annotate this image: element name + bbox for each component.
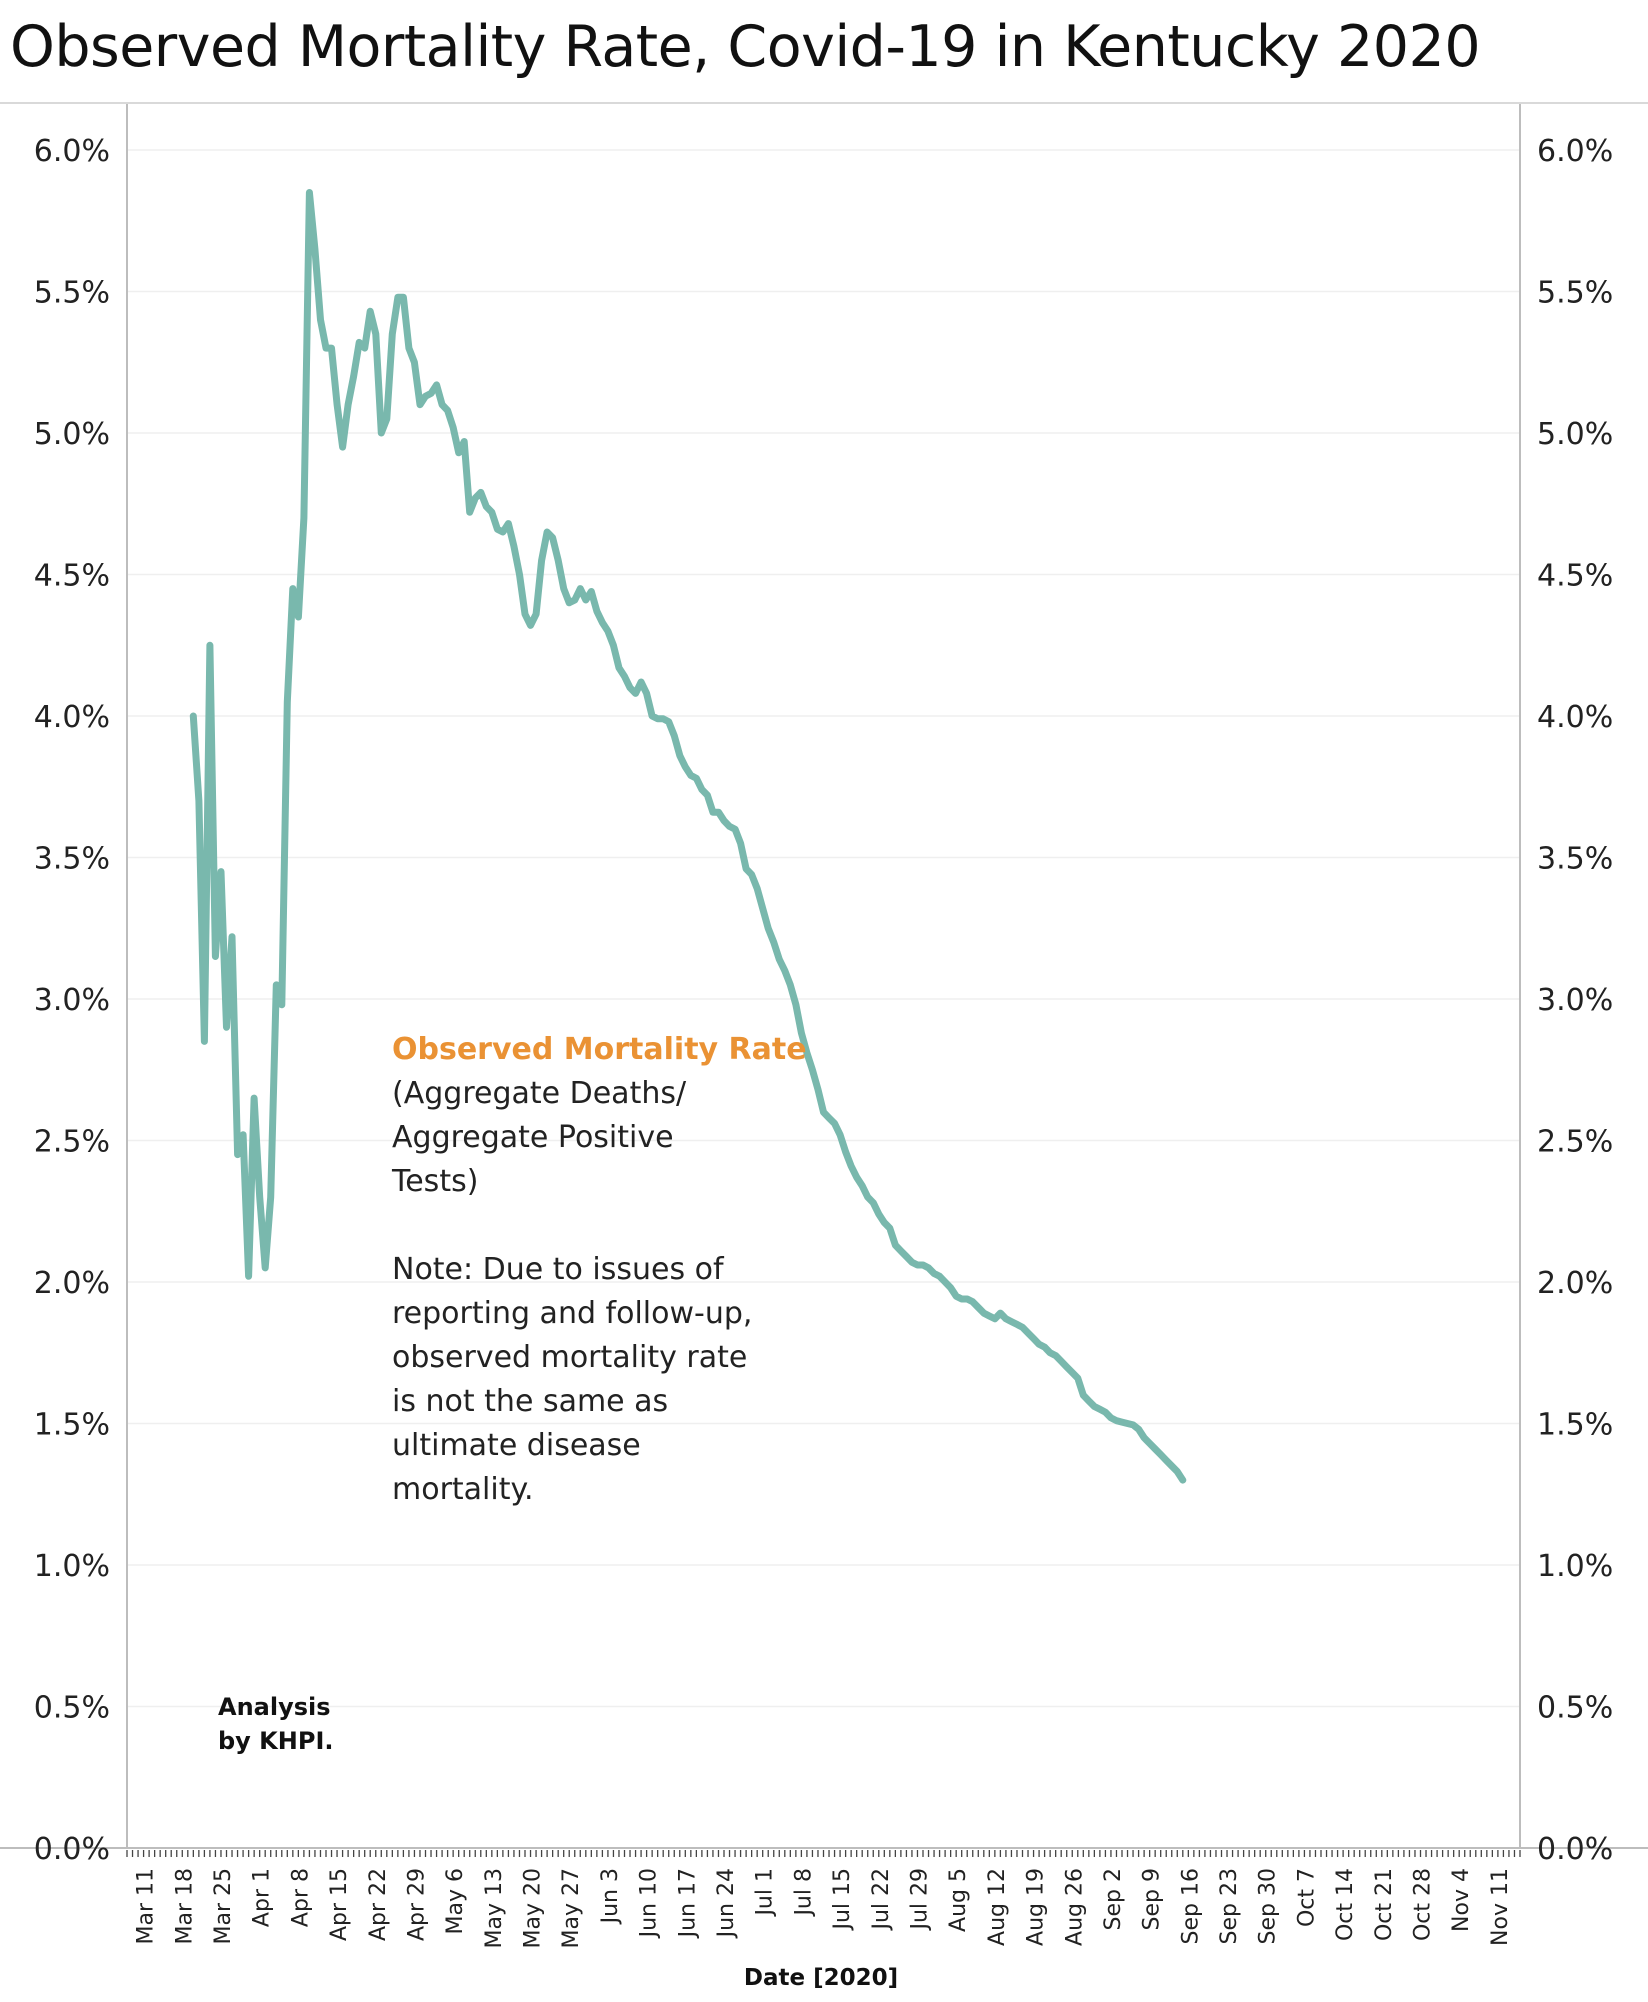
y-tick-label-left: 5.0% (34, 417, 110, 452)
y-axis-right: 0.0% 0.5% 1.0% 1.5% 2.0% 2.5% 3.0% 3.5% 4.0% 4.5%… (1537, 134, 1613, 1867)
y-tick-label-left: 2.5% (34, 1125, 110, 1160)
y-tick-label-right: 4.0% (1537, 700, 1613, 735)
x-tick-label: Jul 29 (907, 1868, 932, 1932)
y-tick-label-right: 5.5% (1537, 276, 1613, 311)
y-tick-label-left: 3.5% (34, 842, 110, 877)
annotation-line: (Aggregate Deaths/ (392, 1076, 687, 1111)
x-tick-label: May 13 (482, 1868, 507, 1948)
x-tick-label: Oct 14 (1333, 1868, 1358, 1941)
y-tick-label-left: 5.5% (34, 276, 110, 311)
x-tick-label: Jul 1 (753, 1868, 778, 1918)
y-axis-left: 0.0% 0.5% 1.0% 1.5% 2.0% 2.5% 3.0% 3.5% 4.0% 4.5%… (34, 134, 110, 1867)
y-tick-label-right: 0.5% (1537, 1691, 1613, 1726)
annotation-note: is not the same as (392, 1384, 669, 1419)
x-tick-label: Apr 22 (366, 1868, 391, 1941)
x-tick-label: Nov 4 (1449, 1868, 1474, 1932)
annotation-note: observed mortality rate (392, 1340, 748, 1375)
x-tick-label: Sep 2 (1101, 1868, 1126, 1930)
y-tick-label-right: 3.0% (1537, 983, 1613, 1018)
x-tick-label: May 20 (521, 1868, 546, 1948)
x-tick-label: Mar 11 (134, 1868, 159, 1945)
y-tick-label-left: 1.5% (34, 1408, 110, 1443)
gridlines (127, 149, 1520, 1708)
x-tick-label: Aug 5 (946, 1868, 971, 1932)
annotation-note: mortality. (392, 1472, 534, 1507)
y-tick-label-right: 2.0% (1537, 1266, 1613, 1301)
x-tick-label: Jul 8 (791, 1868, 816, 1918)
axes (0, 104, 1648, 1857)
y-tick-label-right: 6.0% (1537, 134, 1613, 169)
chart-title: Observed Mortality Rate, Covid-19 in Ken… (10, 14, 1481, 80)
y-tick-label-left: 0.0% (34, 1832, 110, 1867)
y-tick-label-right: 3.5% (1537, 842, 1613, 877)
y-tick-label-left: 6.0% (34, 134, 110, 169)
x-tick-label: Apr 1 (250, 1868, 275, 1927)
x-tick-label: Jun 10 (637, 1868, 662, 1939)
y-tick-label-right: 2.5% (1537, 1125, 1613, 1160)
annotation-line: Aggregate Positive (392, 1120, 674, 1155)
x-tick-label: Sep 9 (1140, 1868, 1165, 1930)
x-tick-label: Sep 30 (1256, 1868, 1281, 1944)
x-tick-label: Apr 15 (327, 1868, 352, 1941)
x-tick-label: Jun 3 (598, 1868, 623, 1925)
line-chart: 0.0% 0.5% 1.0% 1.5% 2.0% 2.5% 3.0% 3.5% 4.0% 4.5%… (0, 104, 1648, 1991)
y-tick-label-left: 3.0% (34, 983, 110, 1018)
x-axis: Mar 11 Mar 18 Mar 25 Apr 1 Apr 8 Apr 15 Apr 22… (134, 1868, 1513, 1948)
y-tick-label-right: 1.5% (1537, 1408, 1613, 1443)
y-tick-label-right: 4.5% (1537, 559, 1613, 594)
x-tick-label: Sep 16 (1178, 1868, 1203, 1944)
credit-line: by KHPI. (218, 1727, 334, 1755)
x-tick-label: Oct 21 (1372, 1868, 1397, 1941)
x-tick-label: Jun 24 (714, 1868, 739, 1939)
x-tick-label: Nov 11 (1488, 1868, 1513, 1946)
x-tick-label: Apr 29 (404, 1868, 429, 1941)
y-tick-label-right: 5.0% (1537, 417, 1613, 452)
x-tick-label: Mar 18 (172, 1868, 197, 1945)
x-tick-label: Mar 25 (211, 1868, 236, 1945)
credit: Analysis by KHPI. (218, 1690, 334, 1758)
y-tick-label-left: 4.0% (34, 700, 110, 735)
x-tick-label: Jun 17 (675, 1868, 700, 1939)
x-tick-label: Jul 15 (830, 1868, 855, 1932)
y-tick-label-left: 0.5% (34, 1691, 110, 1726)
y-tick-label-left: 2.0% (34, 1266, 110, 1301)
x-tick-label: Jul 22 (869, 1868, 894, 1932)
x-tick-label: May 6 (443, 1868, 468, 1934)
annotation-note: reporting and follow-up, (392, 1296, 753, 1331)
series-group (189, 189, 1187, 1484)
x-tick-label: Aug 12 (985, 1868, 1010, 1946)
credit-line: Analysis (218, 1693, 331, 1721)
annotation-note: Note: Due to issues of (392, 1252, 724, 1287)
annotation-note: ultimate disease (392, 1428, 641, 1463)
title-divider (0, 102, 1648, 104)
x-tick-label: Sep 23 (1217, 1868, 1242, 1944)
y-tick-label-right: 1.0% (1537, 1549, 1613, 1584)
x-tick-label: May 27 (559, 1868, 584, 1948)
x-axis-title: Date [2020] (744, 1965, 898, 1991)
annotation-heading: Observed Mortality Rate (392, 1032, 807, 1067)
y-tick-label-left: 4.5% (34, 559, 110, 594)
x-tick-label: Aug 26 (1062, 1868, 1087, 1946)
x-tick-label: Oct 7 (1294, 1868, 1319, 1927)
x-tick-label: Oct 28 (1411, 1868, 1436, 1941)
annotation-line: Tests) (392, 1164, 479, 1199)
x-tick-label: Aug 19 (1024, 1868, 1049, 1946)
y-tick-label-right: 0.0% (1537, 1832, 1613, 1867)
y-tick-label-left: 1.0% (34, 1549, 110, 1584)
series-line (189, 189, 1187, 1484)
x-tick-label: Apr 8 (288, 1868, 313, 1927)
annotation: Observed Mortality Rate (Aggregate Death… (392, 1028, 812, 1512)
